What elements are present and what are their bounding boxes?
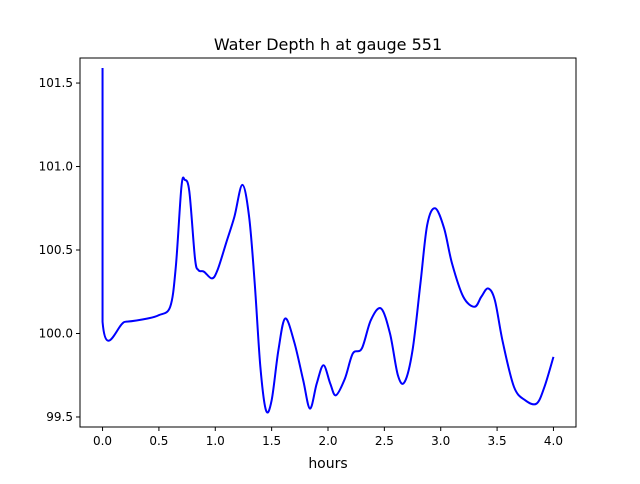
y-tick-label: 101.5 (39, 76, 73, 90)
x-tick-label: 2.5 (375, 434, 394, 448)
series-line-h (101, 68, 555, 414)
x-axis: 0.0 0.5 1.0 1.5 2.0 2.5 3.0 3.5 4.0 (93, 427, 563, 448)
x-tick-label: 3.0 (431, 434, 450, 448)
x-tick-label: 2.0 (318, 434, 337, 448)
x-tick-label: 0.5 (149, 434, 168, 448)
y-tick-label: 100.5 (39, 243, 73, 257)
chart-title: Water Depth h at gauge 551 (214, 35, 442, 54)
x-axis-label: hours (308, 456, 347, 472)
y-tick-label: 100.0 (39, 326, 73, 340)
plot-area (79, 57, 577, 428)
x-tick-label: 1.5 (262, 434, 281, 448)
x-tick-label: 3.5 (488, 434, 507, 448)
x-tick-label: 1.0 (206, 434, 225, 448)
x-tick-label: 4.0 (544, 434, 563, 448)
y-tick-label: 99.5 (46, 410, 73, 424)
y-axis: 99.5 100.0 100.5 101.0 101.5 (39, 76, 80, 424)
y-tick-label: 101.0 (39, 160, 73, 174)
series-group (101, 68, 555, 414)
x-tick-label: 0.0 (93, 434, 112, 448)
